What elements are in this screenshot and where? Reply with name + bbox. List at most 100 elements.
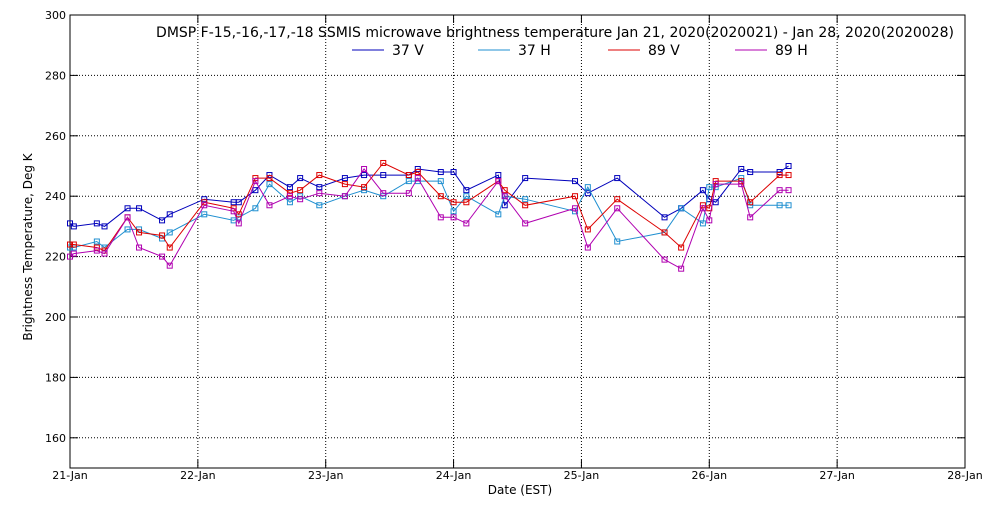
data-point-89-h xyxy=(70,250,77,257)
data-point-89-v xyxy=(776,172,783,179)
grid-layer xyxy=(70,15,965,468)
data-point-89-h xyxy=(159,253,166,260)
data-point-89-v xyxy=(450,199,457,206)
data-point-89-h xyxy=(67,253,73,260)
series-line-89-v xyxy=(70,162,789,252)
data-point-37-v xyxy=(699,187,706,194)
y-tick-label: 240 xyxy=(45,190,66,203)
data-point-37-v xyxy=(297,175,304,182)
data-point-37-v xyxy=(584,190,591,197)
data-point-89-v xyxy=(201,199,208,206)
data-point-37-h xyxy=(67,244,73,251)
data-point-89-v xyxy=(235,211,242,218)
data-point-37-v xyxy=(437,169,444,176)
plot-frame xyxy=(69,14,966,469)
data-point-89-h xyxy=(266,202,273,209)
data-point-37-h xyxy=(361,187,368,194)
data-point-89-v xyxy=(341,181,348,188)
data-point-37-v xyxy=(70,223,77,230)
data-point-37-h xyxy=(776,202,783,209)
data-point-89-h xyxy=(93,247,100,254)
data-point-89-h xyxy=(495,178,502,185)
data-point-89-v xyxy=(785,172,792,179)
data-point-89-h xyxy=(437,214,444,221)
data-point-89-h xyxy=(738,181,745,188)
data-point-89-v xyxy=(678,244,685,251)
data-point-89-h xyxy=(405,190,412,197)
data-point-37-v xyxy=(266,172,273,179)
legend-label-37-h: 37 H xyxy=(518,43,551,59)
data-point-89-h xyxy=(614,205,621,212)
y-tick-label: 160 xyxy=(45,432,66,445)
series-line-89-h xyxy=(69,168,789,270)
data-point-89-h xyxy=(414,175,421,182)
data-point-37-h xyxy=(201,211,208,218)
data-point-37-v xyxy=(136,205,143,212)
data-point-89-v xyxy=(166,244,173,251)
data-point-89-v xyxy=(297,187,304,194)
data-point-89-h xyxy=(201,202,208,209)
data-point-89-v xyxy=(70,241,77,248)
x-tick-label: 23-Jan xyxy=(308,469,344,482)
x-axis-title: Date (EST) xyxy=(488,483,552,497)
data-point-89-h xyxy=(747,214,754,221)
data-point-89-v xyxy=(584,226,591,233)
data-point-37-v xyxy=(776,169,783,176)
x-tick-label: 21-Jan xyxy=(52,469,88,482)
data-point-89-h xyxy=(776,187,783,194)
y-axis-title: Brightness Temperature, Deg K xyxy=(21,152,35,340)
data-point-37-v xyxy=(785,163,792,169)
data-point-89-v xyxy=(93,244,100,251)
data-point-37-v xyxy=(124,205,131,212)
data-point-37-v xyxy=(614,175,621,182)
x-tick-label: 22-Jan xyxy=(180,469,216,482)
data-point-37-v xyxy=(747,169,754,176)
data-point-37-h xyxy=(584,184,591,191)
data-point-37-h xyxy=(124,226,131,233)
y-tick-label: 280 xyxy=(45,69,66,82)
data-point-89-h xyxy=(341,193,348,200)
data-point-37-h xyxy=(785,202,792,209)
data-point-89-v xyxy=(614,196,621,203)
data-point-37-v xyxy=(101,223,108,230)
data-point-89-v xyxy=(572,193,579,200)
data-point-89-h xyxy=(380,190,387,197)
data-point-89-h xyxy=(316,190,323,197)
data-point-89-h xyxy=(712,181,719,188)
data-point-89-v xyxy=(361,184,368,191)
data-point-37-h xyxy=(252,205,259,212)
data-point-89-h xyxy=(522,220,529,227)
data-point-37-v xyxy=(495,172,502,179)
x-tick-label: 24-Jan xyxy=(436,469,472,482)
legend-label-37-v: 37 V xyxy=(392,43,424,59)
ticks-layer: 21-Jan 22-Jan 23-Jan 24-Jan 25-Jan 26-Jan 27-J… xyxy=(45,9,983,482)
data-point-37-h xyxy=(614,238,621,245)
data-point-89-h xyxy=(572,205,579,212)
data-point-37-v xyxy=(522,175,529,182)
data-point-37-h xyxy=(437,178,444,185)
y-tick-label: 200 xyxy=(45,311,66,324)
data-point-89-h xyxy=(706,217,713,224)
data-point-89-h xyxy=(501,193,508,200)
data-point-89-v xyxy=(286,190,293,197)
legend-label-89-v: 89 V xyxy=(648,43,680,59)
data-point-89-h xyxy=(166,262,173,269)
data-point-89-v xyxy=(522,202,529,209)
data-point-89-v xyxy=(380,159,387,166)
data-point-37-v xyxy=(93,220,100,227)
data-point-89-v xyxy=(414,169,421,176)
data-point-89-h xyxy=(235,220,242,227)
data-point-89-v xyxy=(67,241,73,248)
data-point-89-h xyxy=(463,220,470,227)
data-point-37-h xyxy=(405,178,412,185)
data-point-37-h xyxy=(450,208,457,215)
data-point-37-h xyxy=(522,196,529,203)
data-point-89-h xyxy=(584,244,591,251)
series-layer xyxy=(67,159,792,272)
series-89-h xyxy=(67,166,792,272)
data-point-89-h xyxy=(361,166,368,173)
data-point-37-v xyxy=(463,187,470,194)
